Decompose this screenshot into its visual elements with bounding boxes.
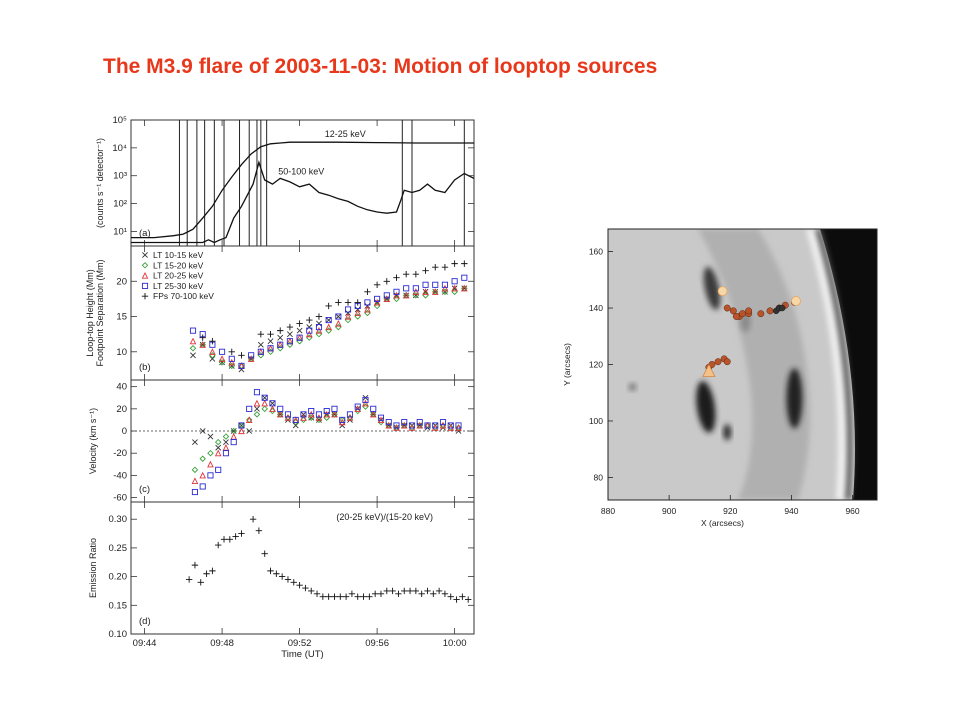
x-tick-label: 900 [662,506,676,516]
y-tick-label: 80 [594,472,604,482]
looptop-source [715,358,721,364]
y-axis-label: Y (arcsecs) [562,343,572,386]
dark-patch [628,383,636,391]
looptop-source [745,308,751,314]
solar-image [608,229,877,500]
looptop-source [724,305,730,311]
solar-map-figure: 880 900 920 940 960 80 100 120 140 160 X (arcsecs)… [0,0,960,720]
y-tick-label: 120 [589,360,603,370]
y-tick-label: 140 [589,303,603,313]
looptop-source [758,310,764,316]
y-tick-label: 100 [589,416,603,426]
looptop-source [767,308,773,314]
looptop-source-dark [779,305,785,311]
y-tick-label: 160 [589,247,603,257]
looptop-source [730,308,736,314]
x-tick-label: 880 [601,506,615,516]
source-start-marker [718,287,727,296]
looptop-source [733,313,739,319]
source-end-marker [791,296,800,305]
looptop-source [739,310,745,316]
sunspot [786,368,802,428]
dark-patch [723,424,731,440]
x-axis-label: X (arcsecs) [701,518,744,528]
x-tick-label: 940 [784,506,798,516]
looptop-source [724,358,730,364]
x-tick-label: 920 [723,506,737,516]
x-tick-label: 960 [845,506,859,516]
